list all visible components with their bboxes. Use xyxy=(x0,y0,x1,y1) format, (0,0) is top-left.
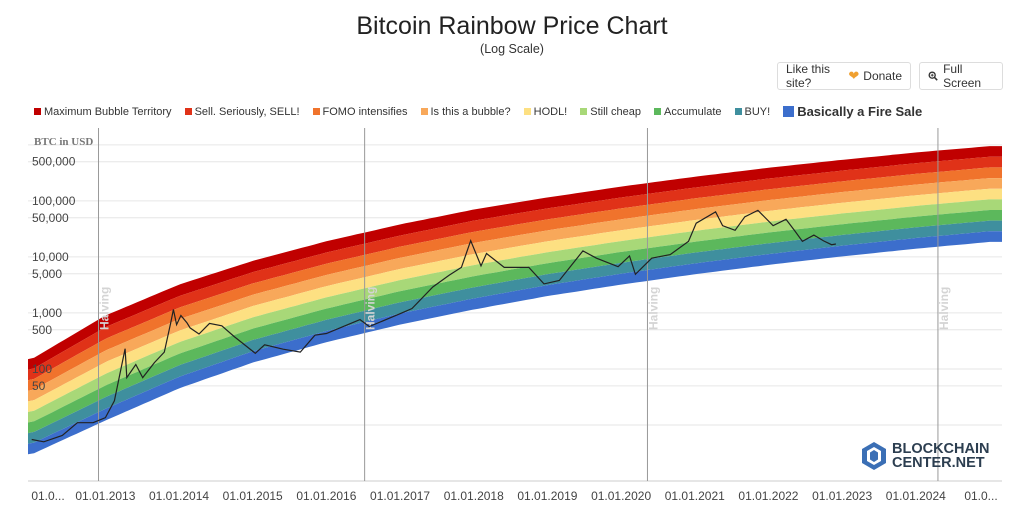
halving-label: Halving xyxy=(364,287,378,330)
logo-line-2: CENTER.NET xyxy=(892,455,985,471)
chart-title: Bitcoin Rainbow Price Chart xyxy=(356,12,668,40)
legend-swatch xyxy=(184,108,192,115)
legend-swatch xyxy=(654,108,662,115)
y-tick-label: 1,000 xyxy=(32,306,62,320)
legend-swatch xyxy=(783,106,795,117)
x-tick-label: 01.01.2021 xyxy=(665,489,725,503)
y-tick-label: 50 xyxy=(32,379,46,393)
legend-label: Is this a bubble? xyxy=(430,105,511,118)
legend-label: FOMO intensifies xyxy=(322,105,408,118)
legend-label: HODL! xyxy=(533,105,568,118)
x-tick-label: 01.01.2015 xyxy=(223,489,283,503)
chart-subtitle: (Log Scale) xyxy=(480,42,544,56)
x-tick-label: 01.01.2016 xyxy=(296,489,356,503)
blockchaincenter-logo-icon xyxy=(862,442,886,470)
chart-legend: Maximum Bubble Territory Sell. Seriously,… xyxy=(34,104,935,119)
x-tick-label: 01.01.2014 xyxy=(149,489,209,503)
y-tick-label: 100,000 xyxy=(32,194,76,208)
halving-label: Halving xyxy=(646,287,660,330)
y-axis-title: BTC in USD xyxy=(34,136,93,148)
legend-label: BUY! xyxy=(744,105,771,118)
legend-item[interactable]: Is this a bubble? xyxy=(420,105,511,118)
x-tick-label: 01.01.2022 xyxy=(738,489,798,503)
donate-label: Donate xyxy=(863,69,902,83)
y-tick-label: 5,000 xyxy=(32,267,62,281)
zoom-icon xyxy=(928,71,938,81)
logo-line-1: BLOCKCHAIN xyxy=(892,441,990,457)
y-tick-label: 100 xyxy=(32,362,52,376)
x-tick-label: 01.01.2013 xyxy=(75,489,135,503)
blockchaincenter-logo: BLOCKCHAIN CENTER.NET xyxy=(861,441,989,471)
halving-label: Halving xyxy=(937,287,951,330)
donate-button[interactable]: Like this site? ❤ Donate xyxy=(777,62,911,90)
legend-item[interactable]: HODL! xyxy=(523,105,568,118)
legend-label: Accumulate xyxy=(664,105,722,118)
y-tick-label: 500,000 xyxy=(32,155,76,169)
y-tick-label: 10,000 xyxy=(32,250,69,264)
legend-item[interactable]: Accumulate xyxy=(654,105,722,118)
legend-item[interactable]: Still cheap xyxy=(580,106,641,118)
y-tick-label: 500 xyxy=(32,323,52,337)
legend-item[interactable]: Sell. Seriously, SELL! xyxy=(184,105,300,118)
legend-swatch xyxy=(580,108,588,115)
legend-item[interactable]: Maximum Bubble Territory xyxy=(34,106,172,118)
x-tick-label: 01.01.2017 xyxy=(370,489,430,503)
full-screen-label: Full Screen xyxy=(943,62,982,90)
x-tick-label: 01.01.2018 xyxy=(444,489,504,503)
y-tick-label: 50,000 xyxy=(32,211,69,225)
legend-item[interactable]: Basically a Fire Sale xyxy=(783,104,922,119)
legend-item[interactable]: FOMO intensifies xyxy=(312,105,408,118)
legend-item[interactable]: BUY! xyxy=(734,105,771,118)
legend-label: Still cheap xyxy=(590,105,642,118)
heart-icon: ❤ xyxy=(848,68,860,83)
x-tick-label: 01.0... xyxy=(964,489,997,503)
legend-swatch xyxy=(734,108,742,115)
full-screen-button[interactable]: Full Screen xyxy=(919,62,1003,90)
bitcoin-price-line xyxy=(31,209,836,443)
halving-label: Halving xyxy=(98,287,112,330)
legend-label: Maximum Bubble Territory xyxy=(44,105,172,118)
x-tick-label: 01.01.2020 xyxy=(591,489,651,503)
legend-swatch xyxy=(420,108,428,115)
legend-swatch xyxy=(34,108,41,115)
x-tick-label: 01.01.2024 xyxy=(886,489,946,503)
legend-label: Sell. Seriously, SELL! xyxy=(194,105,300,118)
legend-swatch xyxy=(312,108,320,115)
x-tick-label: 01.0... xyxy=(31,489,64,503)
x-tick-label: 01.01.2023 xyxy=(812,489,872,503)
like-label: Like this site? xyxy=(786,62,831,90)
legend-label: Basically a Fire Sale xyxy=(797,104,923,119)
x-tick-label: 01.01.2019 xyxy=(517,489,577,503)
legend-swatch xyxy=(523,108,531,115)
